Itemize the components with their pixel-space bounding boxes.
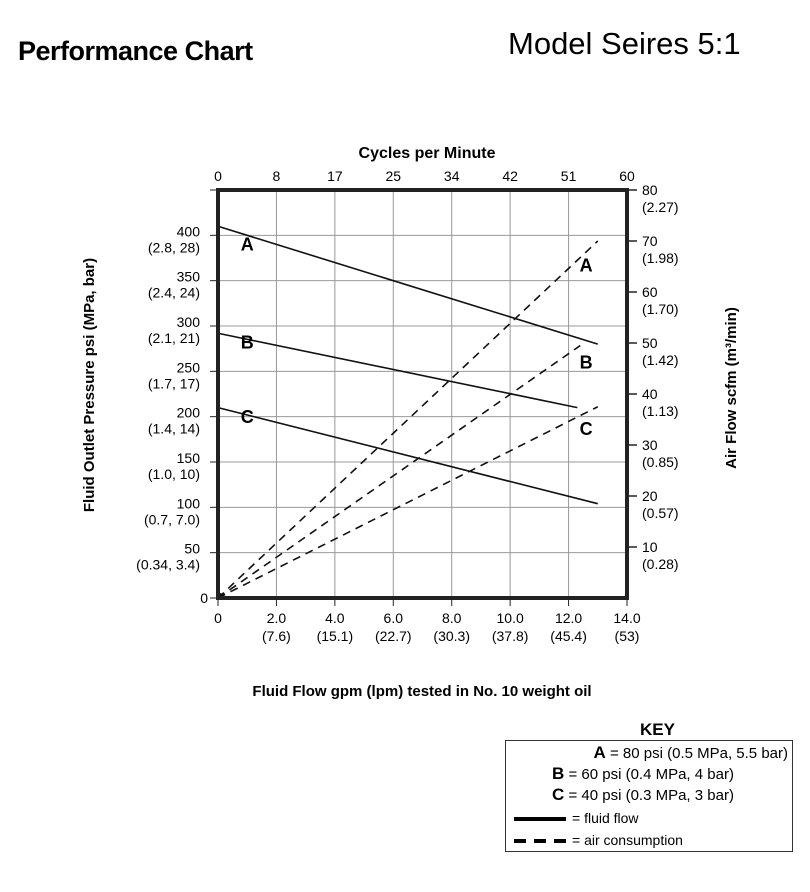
plot-frame bbox=[216, 188, 629, 600]
y-tick-label: 150 bbox=[177, 450, 201, 466]
model-title: Model Seires 5:1 bbox=[508, 26, 741, 61]
curve-label-c: C bbox=[580, 419, 593, 439]
y-tick-sublabel: (0.7, 7.0) bbox=[144, 511, 200, 527]
x-axis-title: Fluid Flow gpm (lpm) tested in No. 10 we… bbox=[252, 683, 591, 700]
key-letter: B bbox=[552, 764, 565, 783]
x-tick-sublabel: (22.7) bbox=[375, 628, 412, 644]
axis-ticks: 002.0(7.6)84.0(15.1)176.0(22.7)258.0(30.… bbox=[136, 168, 678, 644]
x-tick-sublabel: (45.4) bbox=[550, 628, 587, 644]
series-line-c-air bbox=[217, 406, 599, 599]
x-top-tick-label: 60 bbox=[619, 168, 635, 184]
solid-line-swatch bbox=[514, 817, 566, 822]
key-item-a: A = 80 psi (0.5 MPa, 5.5 bar) bbox=[506, 743, 792, 763]
curve-label-a: A bbox=[241, 235, 254, 255]
y2-tick-sublabel: (1.98) bbox=[642, 250, 679, 266]
series-line-b-fluid bbox=[217, 332, 578, 409]
x-tick-label: 0 bbox=[214, 610, 222, 626]
key-fluid-flow: = fluid flow bbox=[506, 808, 792, 828]
x-top-tick-label: 51 bbox=[561, 168, 577, 184]
y2-tick-sublabel: (1.13) bbox=[642, 403, 679, 419]
x-tick-sublabel: (15.1) bbox=[317, 628, 354, 644]
x-tick-label: 14.0 bbox=[613, 610, 640, 626]
curve-label-b: B bbox=[241, 333, 254, 353]
y2-tick-label: 80 bbox=[642, 182, 658, 198]
y2-tick-sublabel: (0.85) bbox=[642, 454, 679, 470]
curve-label-a: A bbox=[580, 256, 593, 276]
y-axis-title: Fluid Outlet Pressure psi (MPa, bar) bbox=[81, 258, 98, 512]
y-tick-label: 200 bbox=[177, 405, 201, 421]
series-line-b-air bbox=[217, 344, 581, 599]
key-item-c: C = 40 psi (0.3 MPa, 3 bar) bbox=[506, 785, 792, 805]
y-tick-sublabel: (1.4, 14) bbox=[148, 421, 200, 437]
x-tick-label: 4.0 bbox=[325, 610, 345, 626]
x-tick-label: 10.0 bbox=[497, 610, 524, 626]
key-letter: C bbox=[552, 785, 565, 804]
y2-tick-label: 50 bbox=[642, 335, 658, 351]
y-tick-label: 100 bbox=[177, 495, 201, 511]
y2-tick-sublabel: (2.27) bbox=[642, 199, 679, 215]
y-tick-label: 50 bbox=[184, 541, 200, 557]
y2-tick-sublabel: (1.70) bbox=[642, 301, 679, 317]
key-text: = 40 psi (0.3 MPa, 3 bar) bbox=[568, 787, 734, 804]
key-text: = 60 psi (0.4 MPa, 4 bar) bbox=[568, 766, 734, 783]
y-tick-label: 350 bbox=[177, 269, 201, 285]
y2-tick-sublabel: (1.42) bbox=[642, 352, 679, 368]
x-tick-sublabel: (30.3) bbox=[433, 628, 470, 644]
x-top-tick-label: 17 bbox=[327, 168, 343, 184]
x-top-tick-label: 0 bbox=[214, 168, 222, 184]
x-top-tick-label: 25 bbox=[385, 168, 401, 184]
y2-tick-label: 40 bbox=[642, 386, 658, 402]
y2-axis-title: Air Flow scfm (m³/min) bbox=[723, 307, 740, 469]
y-tick-sublabel: (2.1, 21) bbox=[148, 330, 200, 346]
x-top-tick-label: 8 bbox=[273, 168, 281, 184]
y-tick-label: 300 bbox=[177, 314, 201, 330]
y2-tick-sublabel: (0.57) bbox=[642, 505, 679, 521]
y-tick-sublabel: (1.0, 10) bbox=[148, 466, 200, 482]
x-tick-label: 12.0 bbox=[555, 610, 582, 626]
key-title: KEY bbox=[640, 720, 675, 739]
x-tick-sublabel: (37.8) bbox=[492, 628, 529, 644]
y2-tick-label: 10 bbox=[642, 539, 658, 555]
series-line-c-fluid bbox=[217, 406, 598, 505]
y-tick-sublabel: (2.4, 24) bbox=[148, 285, 200, 301]
y-tick-label: 0 bbox=[200, 590, 208, 606]
x-tick-sublabel: (53) bbox=[615, 628, 640, 644]
x-top-tick-label: 34 bbox=[444, 168, 460, 184]
key-air-consumption: = air consumption bbox=[506, 830, 792, 850]
y2-tick-label: 30 bbox=[642, 437, 658, 453]
y2-tick-sublabel: (0.28) bbox=[642, 556, 679, 572]
key-item-b: B = 60 psi (0.4 MPa, 4 bar) bbox=[506, 764, 792, 784]
series-line-a-air bbox=[217, 240, 599, 599]
x-tick-sublabel: (7.6) bbox=[262, 628, 291, 644]
x-tick-label: 6.0 bbox=[384, 610, 404, 626]
x-top-axis-title: Cycles per Minute bbox=[359, 145, 496, 162]
series-lines bbox=[217, 225, 599, 599]
grid bbox=[218, 190, 627, 598]
dashed-line-swatch bbox=[514, 839, 566, 844]
y2-tick-label: 70 bbox=[642, 233, 658, 249]
y2-tick-label: 20 bbox=[642, 488, 658, 504]
legend-key: A = 80 psi (0.5 MPa, 5.5 bar) B = 60 psi… bbox=[505, 740, 793, 852]
key-letter: A bbox=[593, 743, 606, 762]
y-tick-sublabel: (0.34, 3.4) bbox=[136, 557, 200, 573]
y-tick-sublabel: (2.8, 28) bbox=[148, 239, 200, 255]
x-tick-label: 2.0 bbox=[267, 610, 287, 626]
page-title: Performance Chart bbox=[18, 36, 253, 66]
y-tick-label: 250 bbox=[177, 359, 201, 375]
y2-tick-label: 60 bbox=[642, 284, 658, 300]
key-text: = fluid flow bbox=[572, 810, 639, 826]
y-tick-sublabel: (1.7, 17) bbox=[148, 375, 200, 391]
curve-labels: A B C A B C bbox=[241, 235, 593, 439]
curve-label-c: C bbox=[241, 407, 254, 427]
curve-label-b: B bbox=[580, 353, 593, 373]
key-text: = 80 psi (0.5 MPa, 5.5 bar) bbox=[609, 745, 788, 762]
key-text: = air consumption bbox=[572, 832, 683, 848]
x-tick-label: 8.0 bbox=[442, 610, 462, 626]
x-top-tick-label: 42 bbox=[502, 168, 518, 184]
series-line-a-fluid bbox=[217, 225, 599, 345]
y-tick-label: 400 bbox=[177, 223, 201, 239]
